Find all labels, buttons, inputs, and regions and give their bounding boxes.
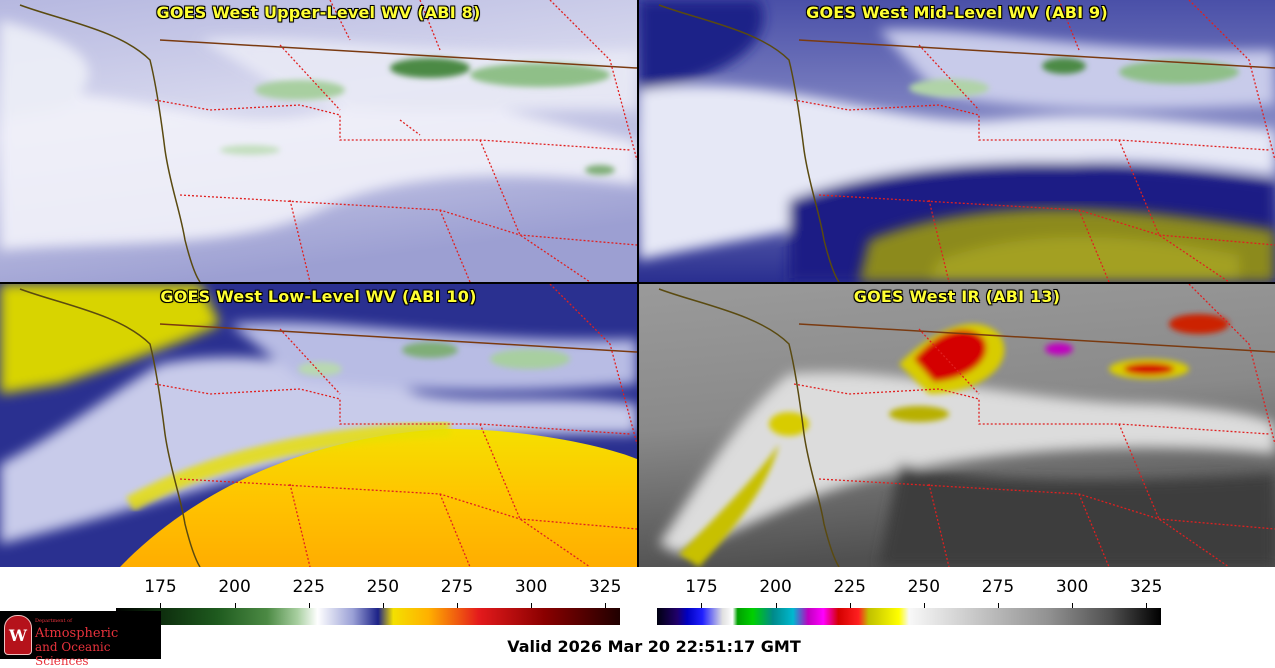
valid-time: Valid 2026 Mar 20 22:51:17 GMT: [507, 637, 801, 656]
ir-image: [639, 284, 1275, 567]
colorbar-tick-label: 300: [514, 577, 548, 597]
uw-aos-logo: W Department of Atmospheric and Oceanic …: [0, 611, 161, 668]
low-level-wv-panel: GOES West Low-Level WV (ABI 10): [0, 284, 637, 567]
upper-level-wv-image: [0, 0, 637, 282]
ir-panel: GOES West IR (ABI 13): [639, 284, 1275, 567]
colorbar-tick-mark: [160, 603, 162, 608]
colorbar-tick-label: 225: [833, 577, 866, 597]
colorbar-tick-mark: [382, 603, 384, 608]
mid-level-wv-image: [639, 0, 1275, 282]
panel-title: GOES West Upper-Level WV (ABI 8): [156, 3, 481, 22]
colorbar-tick-label: 300: [1055, 577, 1089, 597]
colorbar-tick-mark: [923, 603, 925, 608]
logo-department: Department of: [35, 618, 72, 624]
colorbar-tick-mark: [1072, 603, 1074, 608]
colorbar-tick-label: 175: [144, 577, 177, 597]
panel-title: GOES West Low-Level WV (ABI 10): [160, 287, 477, 306]
upper-level-wv-panel: GOES West Upper-Level WV (ABI 8): [0, 0, 637, 282]
panel-divider-vertical: [637, 0, 639, 567]
colorbar-tick-label: 200: [218, 577, 251, 597]
colorbar-tick-mark: [308, 603, 310, 608]
colorbar-tick-label: 250: [907, 577, 941, 597]
colorbar-tick-mark: [849, 603, 851, 608]
colorbar-tick-mark: [456, 603, 458, 608]
colorbar-tick-label: 225: [292, 577, 325, 597]
colorbar-tick-label: 175: [685, 577, 718, 597]
colorbar-tick-label: 200: [759, 577, 792, 597]
colorbar-tick-label: 275: [981, 577, 1015, 597]
university-seal-icon: W: [4, 615, 32, 655]
colorbar-tick-mark: [605, 603, 607, 608]
colorbar-tick-label: 325: [1129, 577, 1163, 597]
colorbar-tick-label: 275: [440, 577, 474, 597]
mid-level-wv-panel: GOES West Mid-Level WV (ABI 9): [639, 0, 1275, 282]
colorbar-tick-mark: [997, 603, 999, 608]
colorbar-tick-mark: [701, 603, 703, 608]
panel-title: GOES West Mid-Level WV (ABI 9): [806, 3, 1108, 22]
wv-colorbar: [116, 608, 620, 625]
colorbar-tick-mark: [1146, 603, 1148, 608]
colorbar-tick-label: 325: [588, 577, 622, 597]
colorbar-tick-mark: [775, 603, 777, 608]
ir-colorbar: [657, 608, 1161, 625]
colorbar-tick-label: 250: [366, 577, 400, 597]
logo-line-1: Atmospheric: [35, 626, 119, 641]
colorbar-tick-mark: [531, 603, 533, 608]
low-level-wv-image: [0, 284, 637, 567]
colorbar-tick-mark: [234, 603, 236, 608]
panel-title: GOES West IR (ABI 13): [853, 287, 1061, 306]
